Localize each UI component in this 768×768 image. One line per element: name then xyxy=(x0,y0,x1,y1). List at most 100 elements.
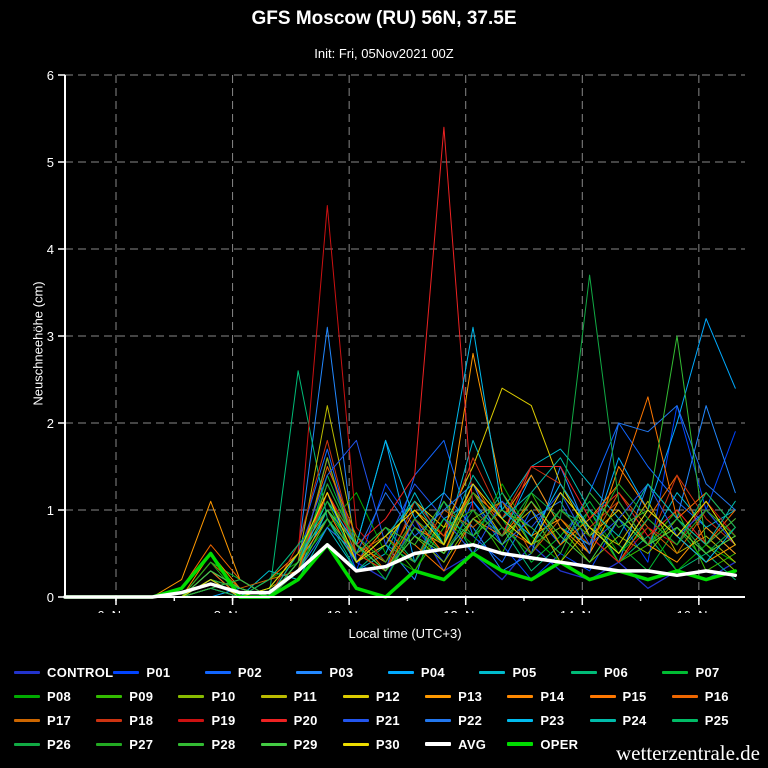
legend-item-p30: P30 xyxy=(342,736,425,752)
watermark: wetterzentrale.de xyxy=(616,741,760,765)
legend-item-p27: P27 xyxy=(96,737,178,752)
legend: CONTROL P01 P02 P03 P04 P05 P06 P07 P08 P09 P10 P11… xyxy=(0,660,768,756)
legend-label: P11 xyxy=(293,688,317,704)
svg-text:2: 2 xyxy=(47,416,54,431)
legend-item-p29: P29 xyxy=(260,737,343,752)
svg-text:10. Nov: 10. Nov xyxy=(327,608,372,613)
legend-swatch-p29 xyxy=(260,742,287,746)
legend-label: P02 xyxy=(237,664,262,680)
legend-label: P28 xyxy=(211,736,236,752)
legend-item-p23: P23 xyxy=(507,713,589,728)
legend-swatch-p09 xyxy=(96,694,123,698)
legend-label: P05 xyxy=(512,664,537,680)
legend-label: P17 xyxy=(47,712,72,728)
legend-swatch-p18 xyxy=(96,718,123,722)
legend-swatch-avg xyxy=(425,742,452,746)
svg-text:5: 5 xyxy=(47,155,54,170)
series-p23 xyxy=(64,326,736,598)
series-avg xyxy=(63,543,738,599)
svg-text:0: 0 xyxy=(47,590,54,605)
legend-item-p09: P09 xyxy=(96,689,178,704)
legend-swatch-p11 xyxy=(260,694,287,698)
series-p03 xyxy=(64,326,736,598)
legend-label: P03 xyxy=(329,664,354,680)
svg-text:12. Nov: 12. Nov xyxy=(443,608,488,613)
series-p28 xyxy=(64,335,736,598)
legend-item-p17: P17 xyxy=(14,713,96,728)
series-p12 xyxy=(64,387,736,598)
legend-label: P21 xyxy=(375,712,400,728)
svg-text:16. Nov: 16. Nov xyxy=(676,608,721,613)
svg-text:3: 3 xyxy=(47,329,54,344)
legend-swatch-p21 xyxy=(342,718,369,722)
tick-labels: 0 1 2 3 4 5 6 6. Nov 8. Nov 10. Nov 12. Nov 14. Nov… xyxy=(47,68,722,613)
legend-swatch-p28 xyxy=(178,742,205,746)
legend-swatch-p19 xyxy=(178,718,205,722)
legend-label: P07 xyxy=(695,664,720,680)
legend-swatch-p07 xyxy=(662,670,689,674)
legend-label: P23 xyxy=(540,712,565,728)
legend-item-p01: P01 xyxy=(113,665,205,680)
legend-item-p04: P04 xyxy=(387,664,480,680)
legend-swatch-p22 xyxy=(425,718,452,722)
svg-text:14. Nov: 14. Nov xyxy=(560,608,605,613)
legend-swatch-p16 xyxy=(671,694,698,698)
legend-swatch-p15 xyxy=(589,694,616,698)
chart-subtitle: Init: Fri, 05Nov2021 00Z xyxy=(314,46,454,61)
legend-item-p22: P22 xyxy=(425,713,507,728)
legend-label: P15 xyxy=(622,688,647,704)
legend-swatch-p08 xyxy=(14,694,40,698)
legend-item-p21: P21 xyxy=(342,712,425,728)
legend-label: P14 xyxy=(540,688,565,704)
legend-item-p06: P06 xyxy=(570,665,663,680)
legend-swatch-p17 xyxy=(14,718,40,722)
legend-item-p19: P19 xyxy=(178,713,260,728)
legend-item-p24: P24 xyxy=(589,712,672,728)
legend-label: P09 xyxy=(129,688,154,704)
legend-swatch-p02 xyxy=(204,670,231,674)
legend-label: P26 xyxy=(47,736,72,752)
legend-item-avg: AVG xyxy=(425,737,507,752)
legend-swatch-p12 xyxy=(342,694,369,698)
legend-item-p16: P16 xyxy=(671,689,754,704)
legend-item-p12: P12 xyxy=(342,689,425,704)
legend-item-p03: P03 xyxy=(296,665,388,680)
legend-label: P25 xyxy=(704,712,729,728)
legend-item-p02: P02 xyxy=(204,664,297,680)
legend-swatch-p30 xyxy=(342,742,369,746)
legend-item-p28: P28 xyxy=(178,737,260,752)
legend-swatch-p26 xyxy=(14,742,40,746)
legend-label: P10 xyxy=(211,688,236,704)
series-p20 xyxy=(64,126,736,598)
legend-label: P01 xyxy=(146,664,171,680)
legend-swatch-p06 xyxy=(570,670,597,674)
series-p06 xyxy=(64,370,736,598)
legend-swatch-p25 xyxy=(671,718,698,722)
legend-label: P20 xyxy=(293,712,318,728)
gridlines xyxy=(65,74,745,597)
legend-label: AVG xyxy=(458,736,487,752)
legend-item-p08: P08 xyxy=(14,689,96,704)
legend-item-p18: P18 xyxy=(96,713,178,728)
legend-label: P18 xyxy=(129,712,154,728)
series-lines xyxy=(63,126,738,599)
legend-swatch-control xyxy=(14,670,40,674)
legend-item-p05: P05 xyxy=(479,665,571,680)
legend-label: P08 xyxy=(47,688,72,704)
legend-label: P22 xyxy=(458,712,483,728)
legend-label: P30 xyxy=(375,736,400,752)
legend-item-p11: P11 xyxy=(260,688,343,704)
legend-swatch-p20 xyxy=(260,718,287,722)
x-axis-label: Local time (UTC+3) xyxy=(348,626,462,641)
legend-label: P04 xyxy=(420,664,445,680)
legend-swatch-p04 xyxy=(387,670,414,674)
legend-label: CONTROL xyxy=(47,664,114,680)
legend-item-p15: P15 xyxy=(589,688,672,704)
legend-label: P24 xyxy=(622,712,647,728)
legend-swatch-p14 xyxy=(507,694,534,698)
legend-item-p26: P26 xyxy=(14,737,96,752)
svg-text:4: 4 xyxy=(47,242,54,257)
legend-label: P19 xyxy=(211,712,236,728)
legend-row: P08 P09 P10 P11 P12 P13 P14 P15 P16 xyxy=(14,684,754,708)
legend-swatch-oper xyxy=(507,742,534,746)
